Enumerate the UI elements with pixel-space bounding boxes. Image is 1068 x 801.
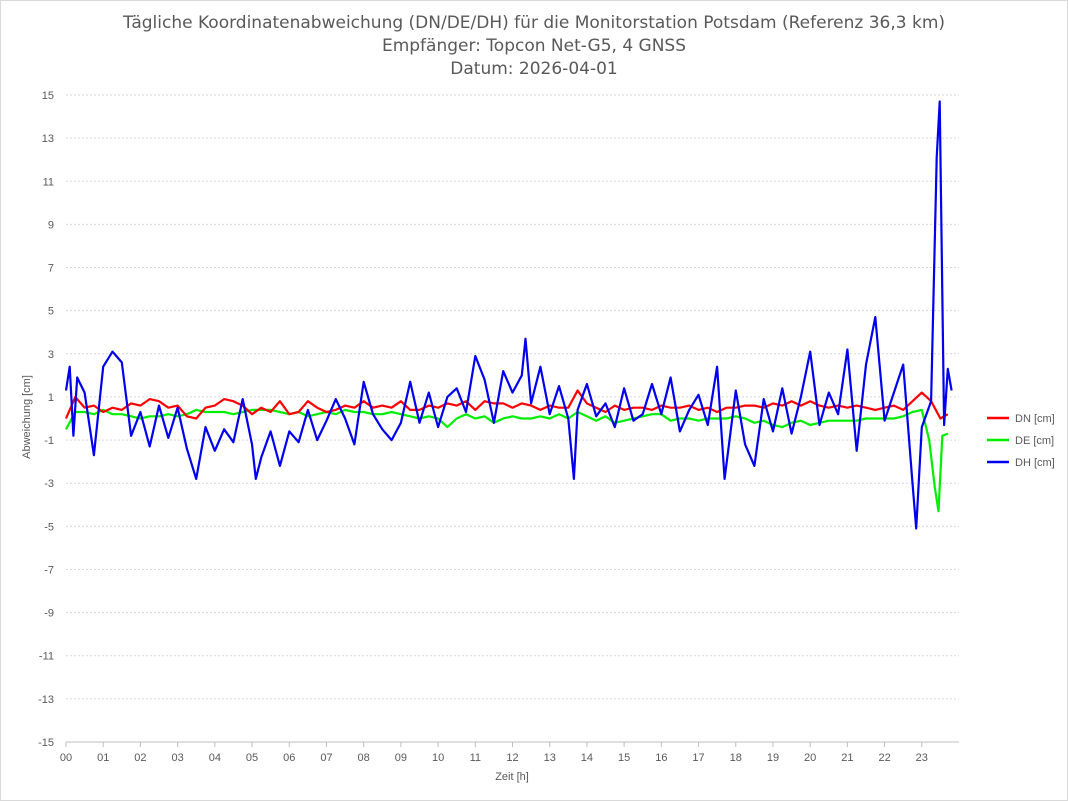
y-tick-label: -3 [44,478,54,490]
chart-title-line-3: Datum: 2026-04-01 [450,59,618,79]
x-tick-label: 21 [841,752,853,764]
x-tick-label: 06 [283,752,295,764]
x-tick-label: 05 [246,752,258,764]
x-tick-label: 23 [916,752,928,764]
y-tick-label: -7 [44,564,54,576]
y-tick-label: 5 [48,306,54,318]
y-tick-label: -13 [38,694,54,706]
x-tick-label: 07 [320,752,332,764]
x-tick-label: 20 [804,752,816,764]
series-line-de [65,408,949,513]
x-tick-label: 19 [767,752,779,764]
x-tick-label: 15 [618,752,630,764]
y-tick-label: -11 [39,651,54,663]
y-tick-label: -9 [44,608,54,620]
x-tick-label: 01 [97,752,109,764]
y-tick-label: -5 [44,521,54,533]
y-tick-label: 3 [48,349,54,361]
x-tick-label: 04 [209,752,221,764]
chart-title-line-2: Empfänger: Topcon Net-G5, 4 GNSS [381,36,687,56]
series-line-dn [64,389,949,420]
x-tick-label: 09 [395,752,407,764]
y-tick-label: 11 [43,176,54,188]
x-tick-label: 11 [470,752,481,764]
chart-title-line-1: Tägliche Koordinatenabweichung (DN/DE/DH… [122,13,946,33]
x-axis-label: Zeit [h] [495,771,529,783]
legend-label-dn: DN [cm] [1015,413,1055,425]
legend-label-de: DE [cm] [1015,435,1054,447]
x-tick-label: 14 [581,752,593,764]
x-tick-label: 17 [692,752,704,764]
x-tick-label: 22 [878,752,890,764]
series-line-dh [64,100,953,530]
x-tick-label: 18 [730,752,742,764]
x-tick-label: 13 [544,752,556,764]
series-lines [64,100,953,530]
x-tick-label: 10 [432,752,444,764]
y-tick-label: 7 [48,263,54,275]
x-axis-ticks: 00 01 02 03 04 05 06 07 08 09 10 11 12 13 14 15 16 17 18 19… [60,741,959,764]
y-tick-label: 1 [48,392,54,404]
x-tick-label: 03 [172,752,184,764]
y-tick-label: -1 [44,435,54,447]
y-tick-label: 13 [42,133,54,145]
grid-lines [66,94,959,743]
y-tick-label: 15 [42,90,54,102]
x-tick-label: 16 [655,752,667,764]
x-tick-label: 08 [358,752,370,764]
legend-label-dh: DH [cm] [1015,457,1055,469]
x-tick-label: 02 [134,752,146,764]
y-axis-ticks: 15 13 11 9 7 5 3 1 -1 -3 -5 -7 -9 -11 -13 -15 [38,90,54,749]
x-tick-label: 12 [506,752,518,764]
x-tick-label: 00 [60,752,72,764]
y-tick-label: -15 [38,737,54,749]
y-axis-label: Abweichung [cm] [21,375,33,459]
y-tick-label: 9 [48,219,54,231]
legend: DN [cm] DE [cm] DH [cm] [987,413,1055,469]
